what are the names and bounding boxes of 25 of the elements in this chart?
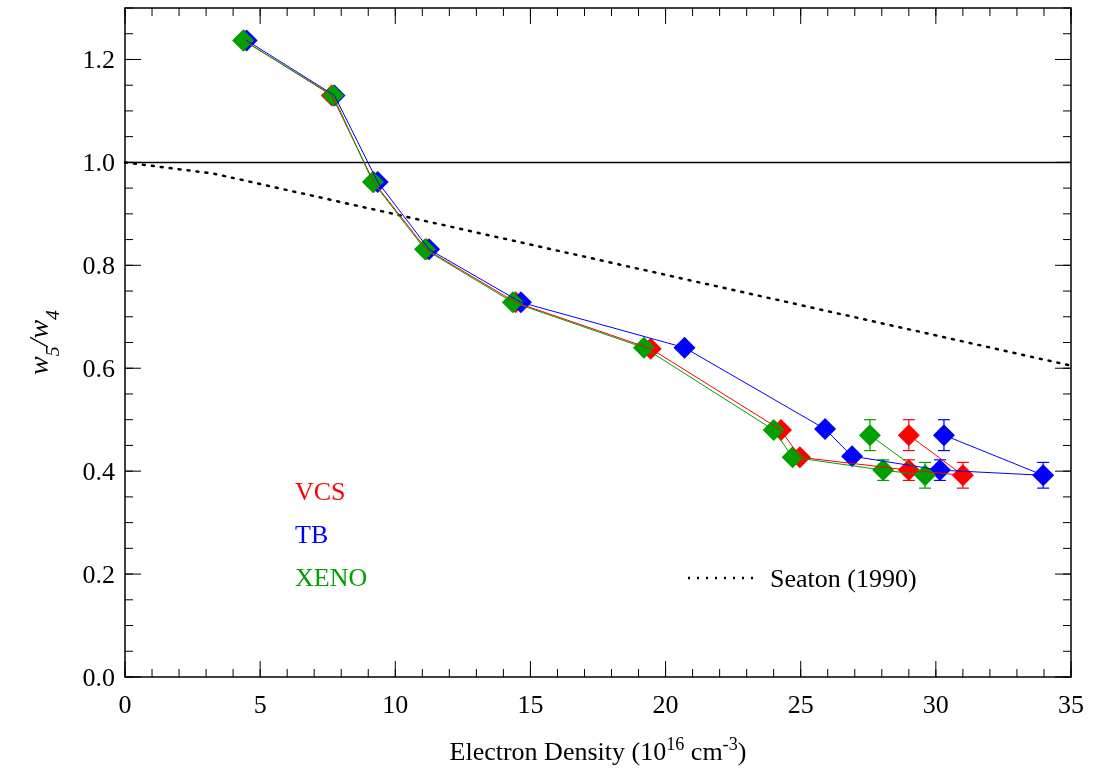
x-tick-label: 5 [253,690,267,719]
point [814,417,837,440]
x-tick-label: 0 [118,690,132,719]
x-tick-label: 35 [1058,690,1084,719]
legend-label: Seaton (1990) [770,564,917,593]
y-tick-label: 0.6 [82,354,115,384]
y-tick-label: 0.8 [82,251,115,281]
x-tick-label: 15 [517,690,544,719]
x-axis-title: Electron Density (10$^{16}$ cm$^{-3}$) [449,734,747,766]
point [858,424,881,447]
y-tick-label: 1.2 [82,45,115,75]
y-tick-label: 0.2 [82,560,115,590]
y-tick-label: 0.0 [82,663,115,692]
x-tick-label: 30 [922,690,949,719]
text: VCS [295,477,346,506]
x-tick-label: 20 [652,690,679,719]
point [897,424,920,447]
point [673,336,696,359]
text: TB [295,520,329,549]
x-tick-label: 10 [382,690,409,719]
x-tick-label: 25 [787,690,814,719]
y-tick-label: 0.4 [82,457,115,487]
point [932,424,955,447]
y-tick-label: 1.0 [82,148,115,178]
text: XENO [295,563,368,592]
